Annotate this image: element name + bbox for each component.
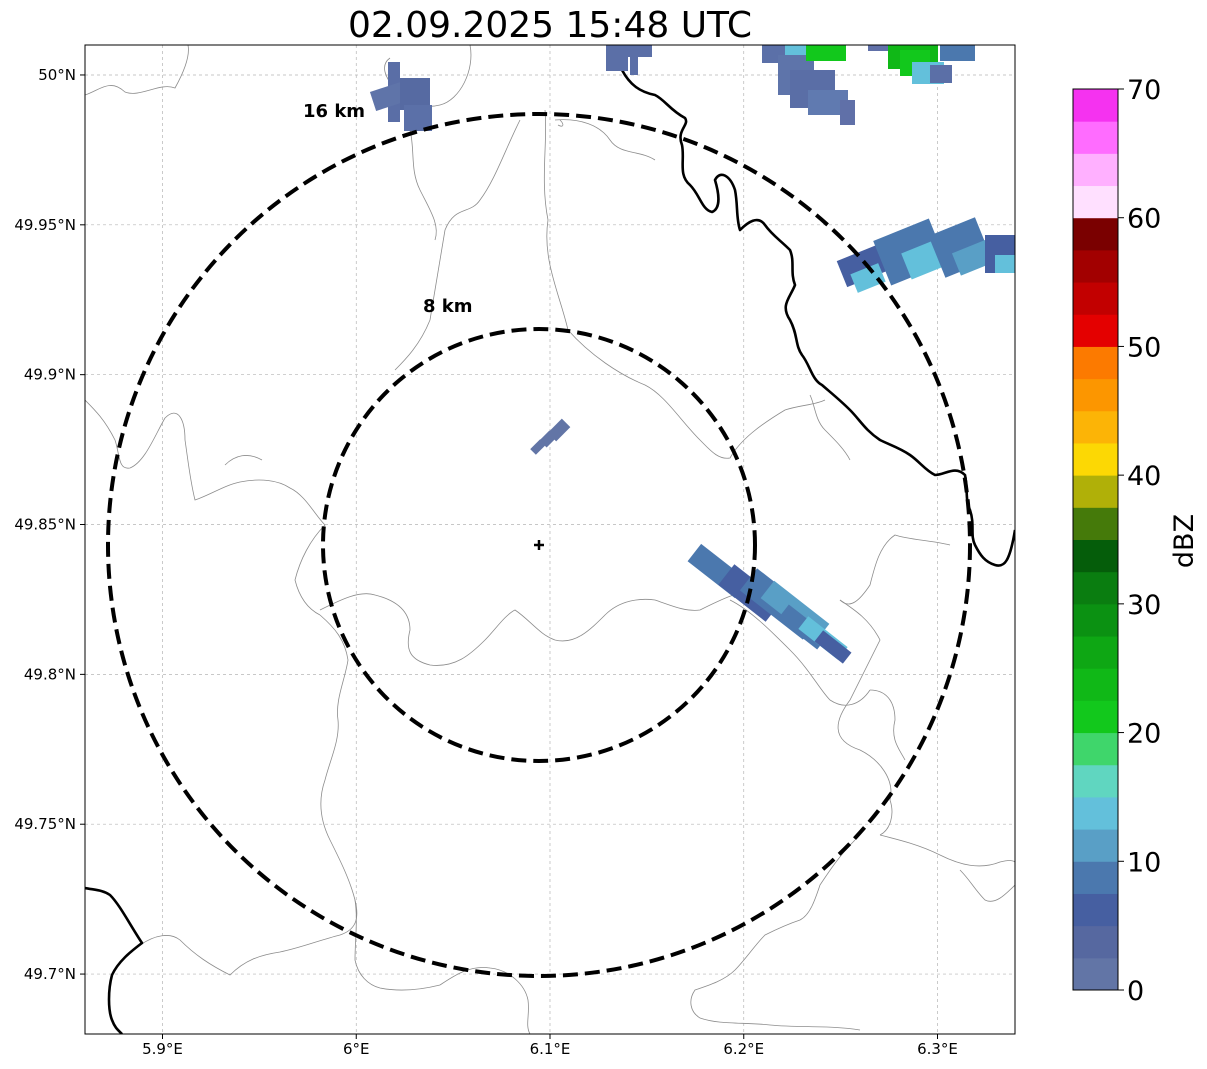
- colorbar-swatch: [1073, 378, 1118, 412]
- x-tick-label: 6°E: [343, 1040, 370, 1058]
- ring-16km: [106, 112, 972, 978]
- colorbar-swatch: [1073, 957, 1118, 991]
- colorbar-swatch: [1073, 603, 1118, 637]
- colorbar-swatch: [1073, 314, 1118, 347]
- colorbar-swatch: [1073, 668, 1118, 701]
- y-tick-labels: 50°N 49.95°N 49.9°N 49.85°N 49.8°N 49.75°N 49.…: [14, 66, 85, 983]
- x-tick-label: 5.9°E: [142, 1040, 183, 1058]
- colorbar-swatch: [1073, 475, 1118, 508]
- municipal-boundaries: [85, 45, 1015, 1034]
- y-tick-label: 49.9°N: [24, 366, 76, 384]
- colorbar-tick-label: 50: [1127, 332, 1161, 363]
- colorbar-tick-label: 20: [1127, 719, 1161, 750]
- colorbar-swatch: [1073, 121, 1118, 154]
- echo-cell-center: [530, 418, 571, 455]
- colorbar-swatch: [1073, 442, 1118, 476]
- colorbar-swatch: [1073, 153, 1118, 187]
- radar-echoes: [369, 45, 1015, 664]
- map-title: 02.09.2025 15:48 UTC: [347, 5, 753, 46]
- y-tick-label: 49.95°N: [14, 216, 76, 234]
- colorbar-swatch: [1073, 893, 1118, 927]
- colorbar-tick-label: 10: [1127, 847, 1161, 878]
- colorbar-swatch: [1073, 861, 1118, 894]
- colorbar-tick-label: 30: [1127, 590, 1161, 621]
- colorbar-swatch: [1073, 217, 1118, 251]
- colorbar-swatch: [1073, 796, 1118, 830]
- x-tick-label: 6.1°E: [530, 1040, 571, 1058]
- echo-cell-north-east: [762, 45, 975, 125]
- colorbar-tick-label: 40: [1127, 461, 1161, 492]
- colorbar-swatch: [1073, 185, 1118, 219]
- radar-site-marker: [534, 540, 544, 550]
- colorbar-label: dBZ: [1169, 514, 1200, 568]
- x-tick-label: 6.2°E: [723, 1040, 764, 1058]
- colorbar-swatch: [1073, 410, 1118, 444]
- x-tick-label: 6.3°E: [917, 1040, 958, 1058]
- colorbar-swatch: [1073, 89, 1118, 122]
- range-rings: [106, 112, 972, 978]
- ring-label-16km: 16 km: [303, 101, 365, 122]
- colorbar-swatch: [1073, 282, 1118, 315]
- colorbar-swatch: [1073, 346, 1118, 380]
- echo-cell-north-west: [369, 62, 432, 131]
- colorbar-swatch: [1073, 507, 1118, 540]
- colorbar-swatch: [1073, 539, 1118, 573]
- colorbar-frame: [1072, 88, 1119, 991]
- y-tick-label: 49.8°N: [24, 665, 76, 683]
- ring-label-8km: 8 km: [423, 296, 473, 317]
- ring-8km: [321, 327, 757, 763]
- colorbar-swatch: [1073, 636, 1118, 669]
- colorbar-tick-label: 70: [1127, 75, 1161, 106]
- colorbar-tick-label: 0: [1127, 976, 1144, 1007]
- colorbar-swatch: [1073, 925, 1118, 959]
- colorbar-swatch: [1073, 700, 1118, 734]
- colorbar-swatch: [1073, 249, 1118, 283]
- colorbar-tick-label: 60: [1127, 204, 1161, 235]
- colorbar-swatch: [1073, 829, 1118, 862]
- colorbar: 0 10 20 30 40 50 60 70: [1072, 75, 1161, 1007]
- colorbar-swatch: [1073, 732, 1118, 766]
- colorbar-swatch: [1073, 571, 1118, 605]
- echo-cell-north-center: [606, 45, 652, 75]
- y-tick-label: 49.75°N: [14, 815, 76, 833]
- gridlines: [85, 45, 1015, 1034]
- y-tick-label: 49.85°N: [14, 516, 76, 534]
- echo-band-east: [836, 217, 1015, 293]
- x-tick-labels: 5.9°E 6°E 6.1°E 6.2°E 6.3°E: [142, 1034, 958, 1058]
- y-tick-label: 49.7°N: [24, 965, 76, 983]
- colorbar-swatch: [1073, 764, 1118, 798]
- y-tick-label: 50°N: [38, 66, 76, 84]
